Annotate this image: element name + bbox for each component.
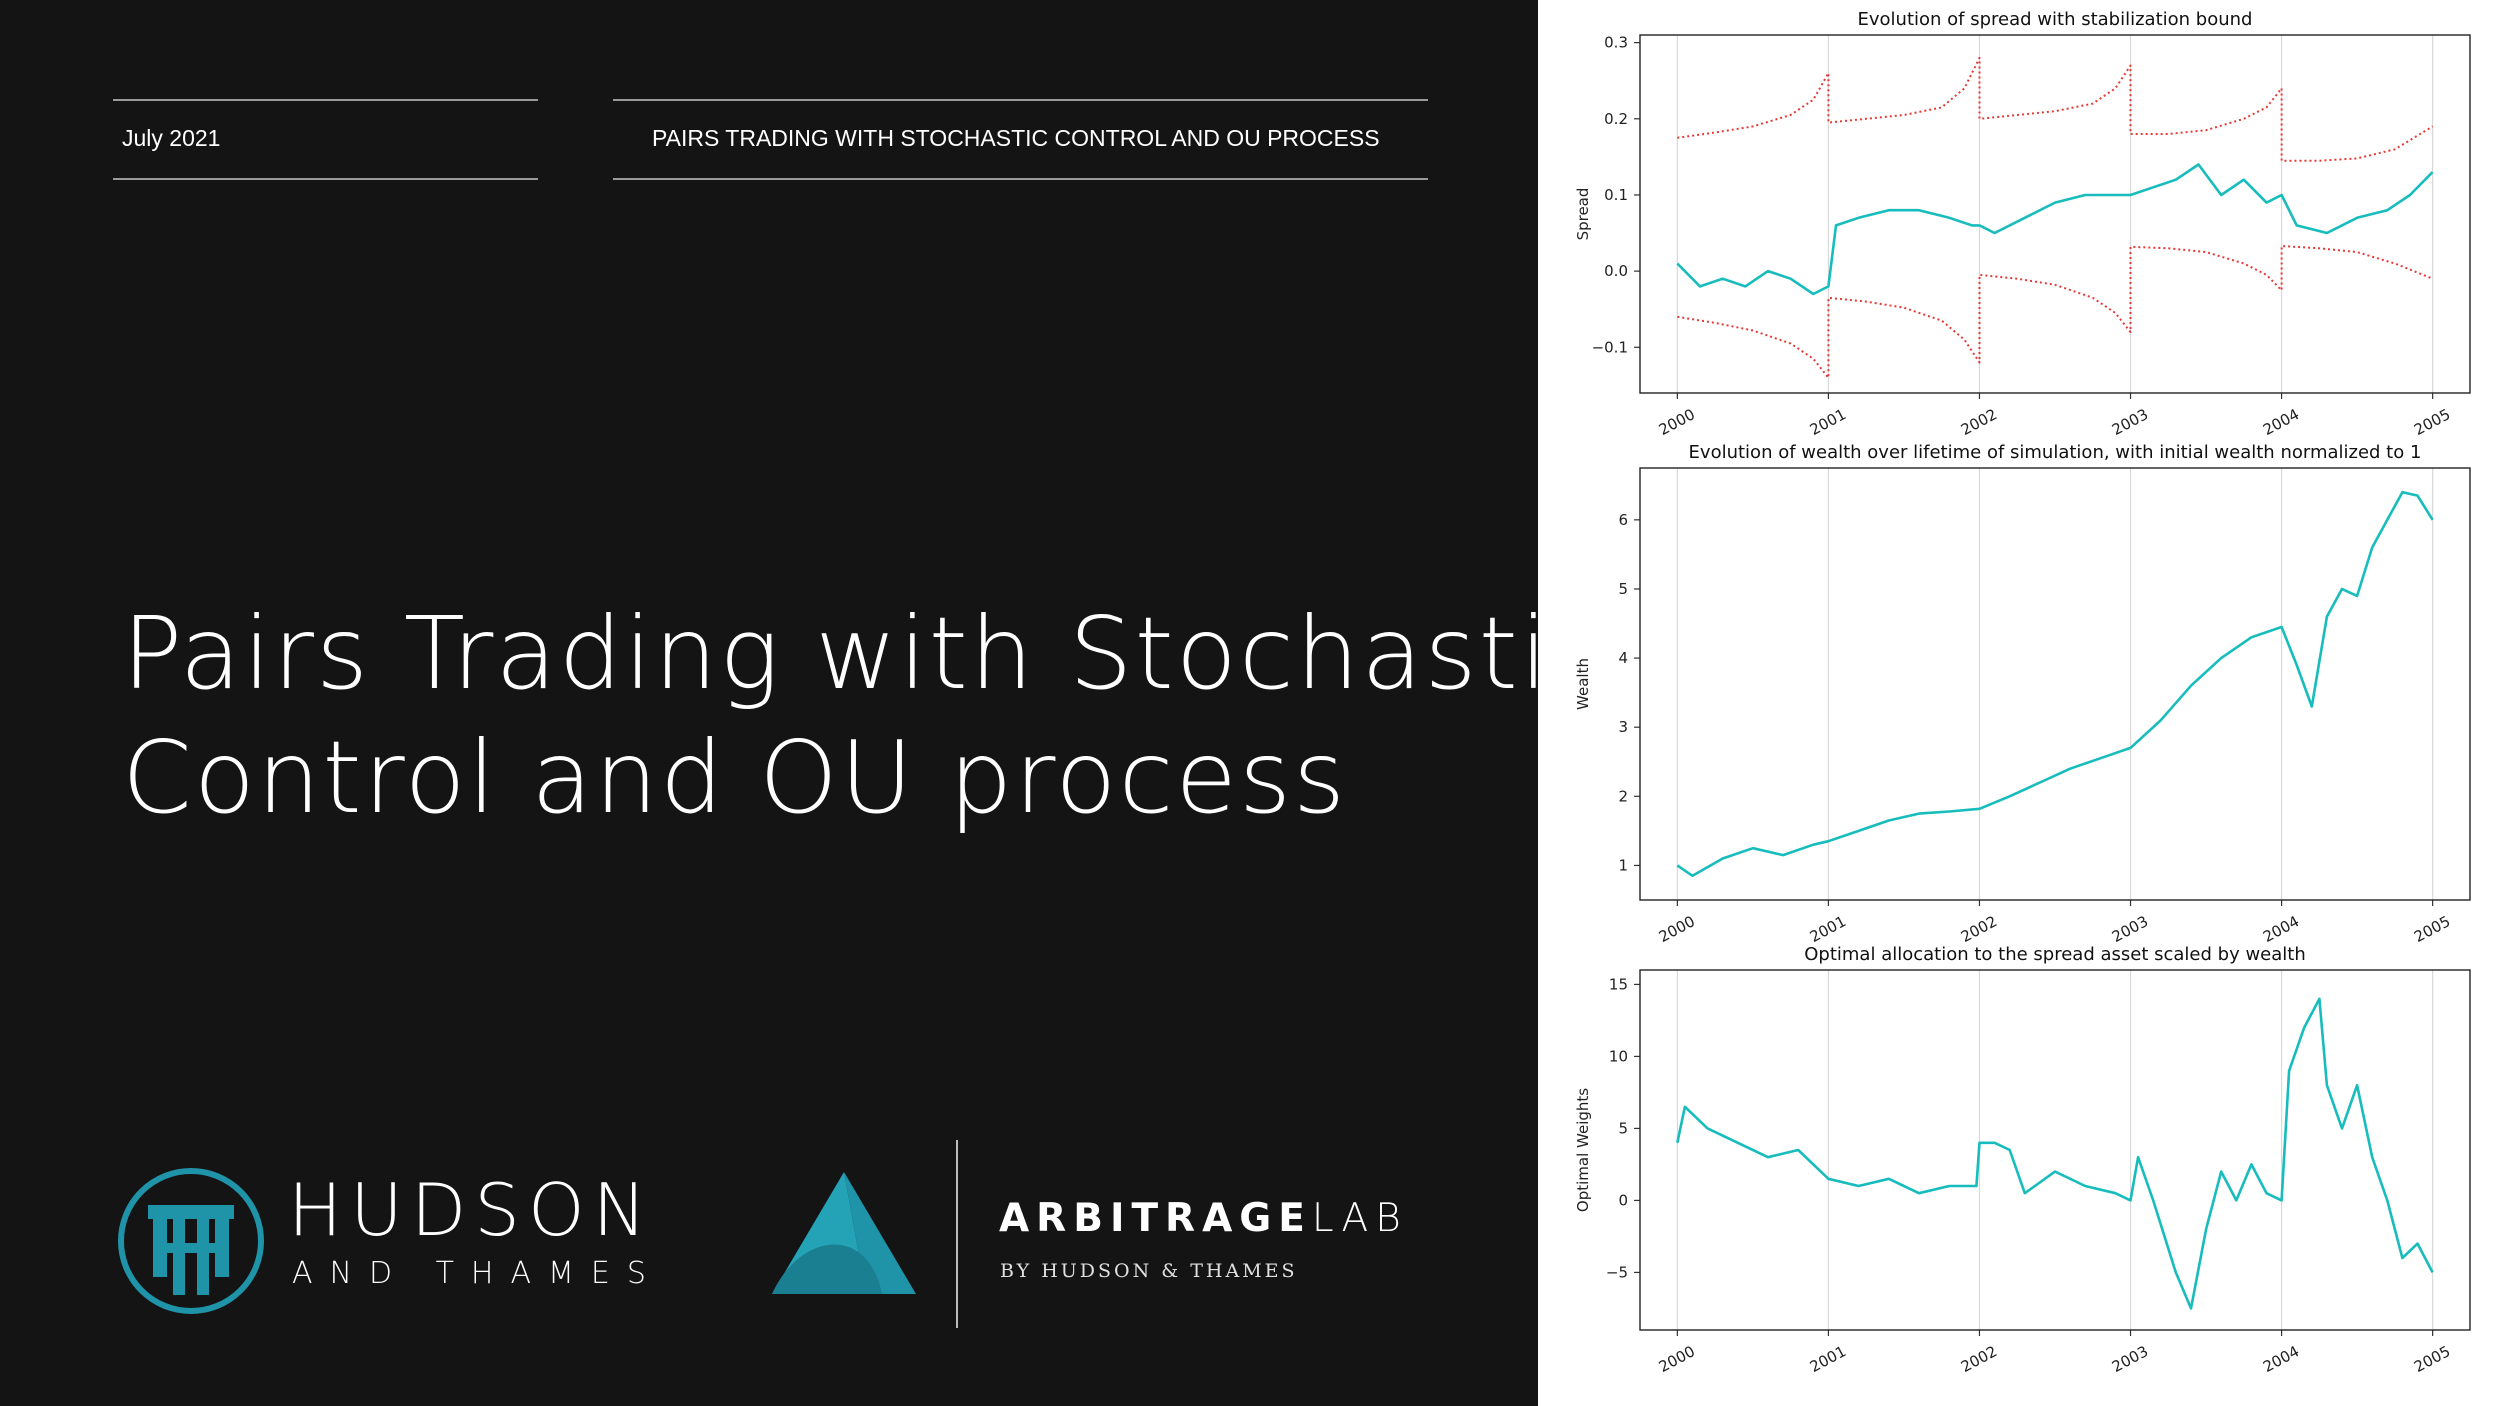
arbitragelab-logo-icon: [772, 1172, 916, 1294]
report-date: July 2021: [122, 125, 221, 151]
title-line-2: Control and OU process: [122, 719, 1348, 836]
arbitragelab-wordmark: ARBITRAGELAB: [999, 1196, 1408, 1241]
x-tick-label: 2002: [1958, 1342, 2000, 1376]
y-tick-label: 0.1: [1604, 186, 1628, 204]
series-line-1: [1676, 163, 2434, 296]
x-tick-label: 2000: [1656, 405, 1698, 439]
y-tick-label: 5: [1618, 580, 1628, 598]
x-tick-label: 2003: [2109, 1342, 2151, 1376]
chart-3: 2000 2001 2002 2003 2004 2005 −5 0 5 10 15 Optimal …: [1574, 944, 2471, 1376]
date-rule-bottom: [113, 178, 538, 180]
y-tick-label: 0.0: [1604, 262, 1628, 280]
charts-panel: 2000 2001 2002 2003 2004 2005 −0.1 0.0 0.1 0.2 0.3…: [1538, 0, 2500, 1406]
charts-svg: 2000 2001 2002 2003 2004 2005 −0.1 0.0 0.1 0.2 0.3…: [1574, 9, 2471, 1376]
y-tick-label: 4: [1618, 649, 1628, 667]
y-tick-label: 5: [1618, 1119, 1628, 1137]
y-tick-label: 6: [1618, 511, 1628, 529]
plot-frame: [1639, 969, 2471, 1331]
title-line-1: Pairs Trading with Stochastic: [122, 595, 1607, 712]
x-tick-label: 2002: [1958, 405, 2000, 439]
x-tick-label: 2003: [2109, 912, 2151, 946]
x-tick-label: 2005: [2411, 1342, 2453, 1376]
chart-title: Evolution of wealth over lifetime of sim…: [1689, 442, 2422, 463]
hudson-thames-logo-icon: [118, 1168, 264, 1314]
x-tick-label: 2003: [2109, 405, 2151, 439]
plot-frame: [1639, 467, 2471, 901]
x-tick-label: 2001: [1807, 1342, 1849, 1376]
arbitragelab-divider: [956, 1140, 958, 1328]
series-line-3: [1677, 245, 2433, 379]
x-tick-label: 2001: [1807, 912, 1849, 946]
and-thames-wordmark: AND THAMES: [292, 1256, 663, 1291]
y-axis-label: Optimal Weights: [1574, 1088, 1592, 1212]
chart-title: Optimal allocation to the spread asset s…: [1804, 944, 2306, 965]
chart-title: Evolution of spread with stabilization b…: [1858, 9, 2253, 30]
y-tick-label: 0.2: [1604, 110, 1628, 128]
x-tick-label: 2002: [1958, 912, 2000, 946]
x-tick-label: 2004: [2260, 912, 2302, 946]
y-tick-label: 3: [1618, 718, 1628, 736]
y-tick-label: 15: [1609, 975, 1628, 993]
y-axis-label: Spread: [1574, 188, 1592, 241]
date-rule-top: [113, 99, 538, 101]
y-axis-label: Wealth: [1574, 658, 1592, 710]
plot-frame: [1639, 34, 2471, 394]
arbitrage-bold: ARBITRAGE: [999, 1196, 1312, 1241]
y-tick-label: −5: [1606, 1263, 1628, 1281]
x-tick-label: 2004: [2260, 405, 2302, 439]
y-tick-label: 2: [1618, 787, 1628, 805]
page-title: Pairs Trading with Stochastic Control an…: [122, 592, 1607, 840]
series-line-2: [1677, 56, 2434, 162]
x-tick-label: 2000: [1656, 912, 1698, 946]
hudson-wordmark: HUDSON: [288, 1168, 655, 1252]
x-tick-label: 2004: [2260, 1342, 2302, 1376]
cover-panel: July 2021 PAIRS TRADING WITH STOCHASTIC …: [113, 99, 1607, 1328]
arbitragelab-byline: BY HUDSON & THAMES: [1000, 1260, 1298, 1282]
chart-2: 2000 2001 2002 2003 2004 2005 1 2 3 4 5 6 Evolution …: [1574, 442, 2471, 946]
y-tick-label: 1: [1618, 856, 1628, 874]
x-tick-label: 2000: [1656, 1342, 1698, 1376]
series-line-1: [1676, 997, 2434, 1310]
lab-light: LAB: [1311, 1196, 1408, 1241]
topic-rule-top: [613, 99, 1428, 101]
x-tick-label: 2001: [1807, 405, 1849, 439]
y-tick-label: 0: [1618, 1191, 1628, 1209]
series-line-1: [1676, 490, 2434, 878]
x-tick-label: 2005: [2411, 912, 2453, 946]
x-tick-label: 2005: [2411, 405, 2453, 439]
y-tick-label: −0.1: [1592, 338, 1628, 356]
y-tick-label: 0.3: [1604, 34, 1628, 52]
y-tick-label: 10: [1609, 1047, 1628, 1065]
topic-rule-bottom: [613, 178, 1428, 180]
chart-1: 2000 2001 2002 2003 2004 2005 −0.1 0.0 0.1 0.2 0.3…: [1574, 9, 2471, 439]
report-topic: PAIRS TRADING WITH STOCHASTIC CONTROL AN…: [652, 125, 1380, 151]
